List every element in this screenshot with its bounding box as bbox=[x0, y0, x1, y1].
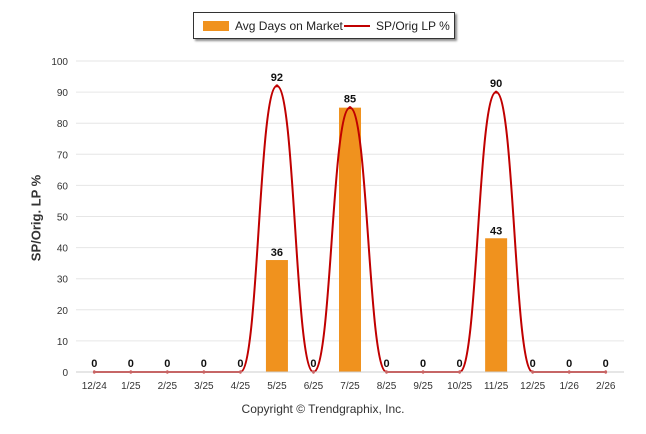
line-data-label: 0 bbox=[603, 358, 609, 370]
y-tick-label: 90 bbox=[57, 88, 69, 99]
y-axis-ticks: 0 10 20 30 40 50 60 70 80 90 100 bbox=[51, 57, 68, 379]
y-axis-label: SP/Orig. LP % bbox=[28, 174, 44, 262]
x-tick-label: 6/25 bbox=[304, 381, 324, 392]
y-tick-label: 60 bbox=[57, 181, 69, 192]
line-data-label: 0 bbox=[310, 358, 316, 370]
bar-data-label: 36 bbox=[271, 247, 283, 259]
x-tick-label: 12/25 bbox=[520, 381, 545, 392]
bar bbox=[485, 238, 508, 372]
y-tick-label: 70 bbox=[57, 150, 69, 161]
x-tick-label: 2/26 bbox=[596, 381, 616, 392]
line-data-label: 0 bbox=[457, 358, 463, 370]
line-data-label: 0 bbox=[530, 358, 536, 370]
line-data-label: 0 bbox=[237, 358, 243, 370]
legend: Avg Days on Market SP/Orig LP % bbox=[193, 12, 455, 39]
line-data-label: 0 bbox=[566, 358, 572, 370]
x-tick-label: 2/25 bbox=[158, 381, 178, 392]
legend-item-line[interactable]: SP/Orig LP % bbox=[344, 13, 450, 38]
line-data-label: 0 bbox=[201, 358, 207, 370]
line-data-label: 92 bbox=[271, 72, 283, 84]
y-tick-label: 40 bbox=[57, 244, 69, 255]
line-data-label: 0 bbox=[91, 358, 97, 370]
y-tick-label: 100 bbox=[51, 57, 68, 68]
legend-line-swatch bbox=[344, 24, 370, 27]
line-point bbox=[275, 84, 279, 88]
x-tick-label: 3/25 bbox=[194, 381, 214, 392]
line-point bbox=[494, 90, 498, 94]
y-tick-label: 10 bbox=[57, 337, 69, 348]
y-tick-label: 30 bbox=[57, 275, 69, 286]
bar bbox=[339, 107, 361, 373]
bar bbox=[265, 260, 288, 372]
x-axis-ticks: 12/24 1/25 2/25 3/25 4/25 5/25 6/25 7/25 8/25 9/2… bbox=[76, 371, 624, 392]
line-data-label: 0 bbox=[420, 358, 426, 370]
x-tick-label: 7/25 bbox=[340, 381, 360, 392]
line-data-label: 90 bbox=[490, 78, 502, 90]
x-tick-label: 1/25 bbox=[121, 381, 141, 392]
x-tick-label: 12/24 bbox=[82, 381, 107, 392]
y-tick-label: 0 bbox=[62, 368, 68, 379]
x-tick-label: 9/25 bbox=[413, 381, 433, 392]
line-data-label: 85 bbox=[344, 94, 356, 106]
y-tick-label: 20 bbox=[57, 306, 69, 317]
y-tick-label: 80 bbox=[57, 119, 69, 130]
bar-data-label: 43 bbox=[490, 225, 502, 237]
line-point bbox=[348, 106, 352, 110]
line-data-label: 0 bbox=[128, 358, 134, 370]
legend-item-bar[interactable]: Avg Days on Market bbox=[203, 13, 343, 38]
legend-bar-label: Avg Days on Market bbox=[235, 18, 343, 33]
x-tick-label: 8/25 bbox=[377, 381, 397, 392]
line-data-label: 0 bbox=[383, 358, 389, 370]
y-tick-label: 50 bbox=[57, 213, 69, 224]
x-tick-label: 10/25 bbox=[447, 381, 472, 392]
bar-series-avg-days bbox=[265, 107, 508, 373]
copyright-text: Copyright © Trendgraphix, Inc. bbox=[241, 402, 405, 416]
legend-bar-swatch bbox=[203, 20, 229, 31]
x-tick-label: 4/25 bbox=[231, 381, 251, 392]
legend-line-label: SP/Orig LP % bbox=[376, 18, 450, 33]
data-labels: 0 0 0 0 0 92 0 85 0 0 0 90 0 0 0 36 43 bbox=[91, 72, 609, 370]
line-data-label: 0 bbox=[164, 358, 170, 370]
x-tick-label: 1/26 bbox=[559, 381, 579, 392]
x-tick-label: 5/25 bbox=[267, 381, 287, 392]
x-tick-label: 11/25 bbox=[484, 381, 509, 392]
